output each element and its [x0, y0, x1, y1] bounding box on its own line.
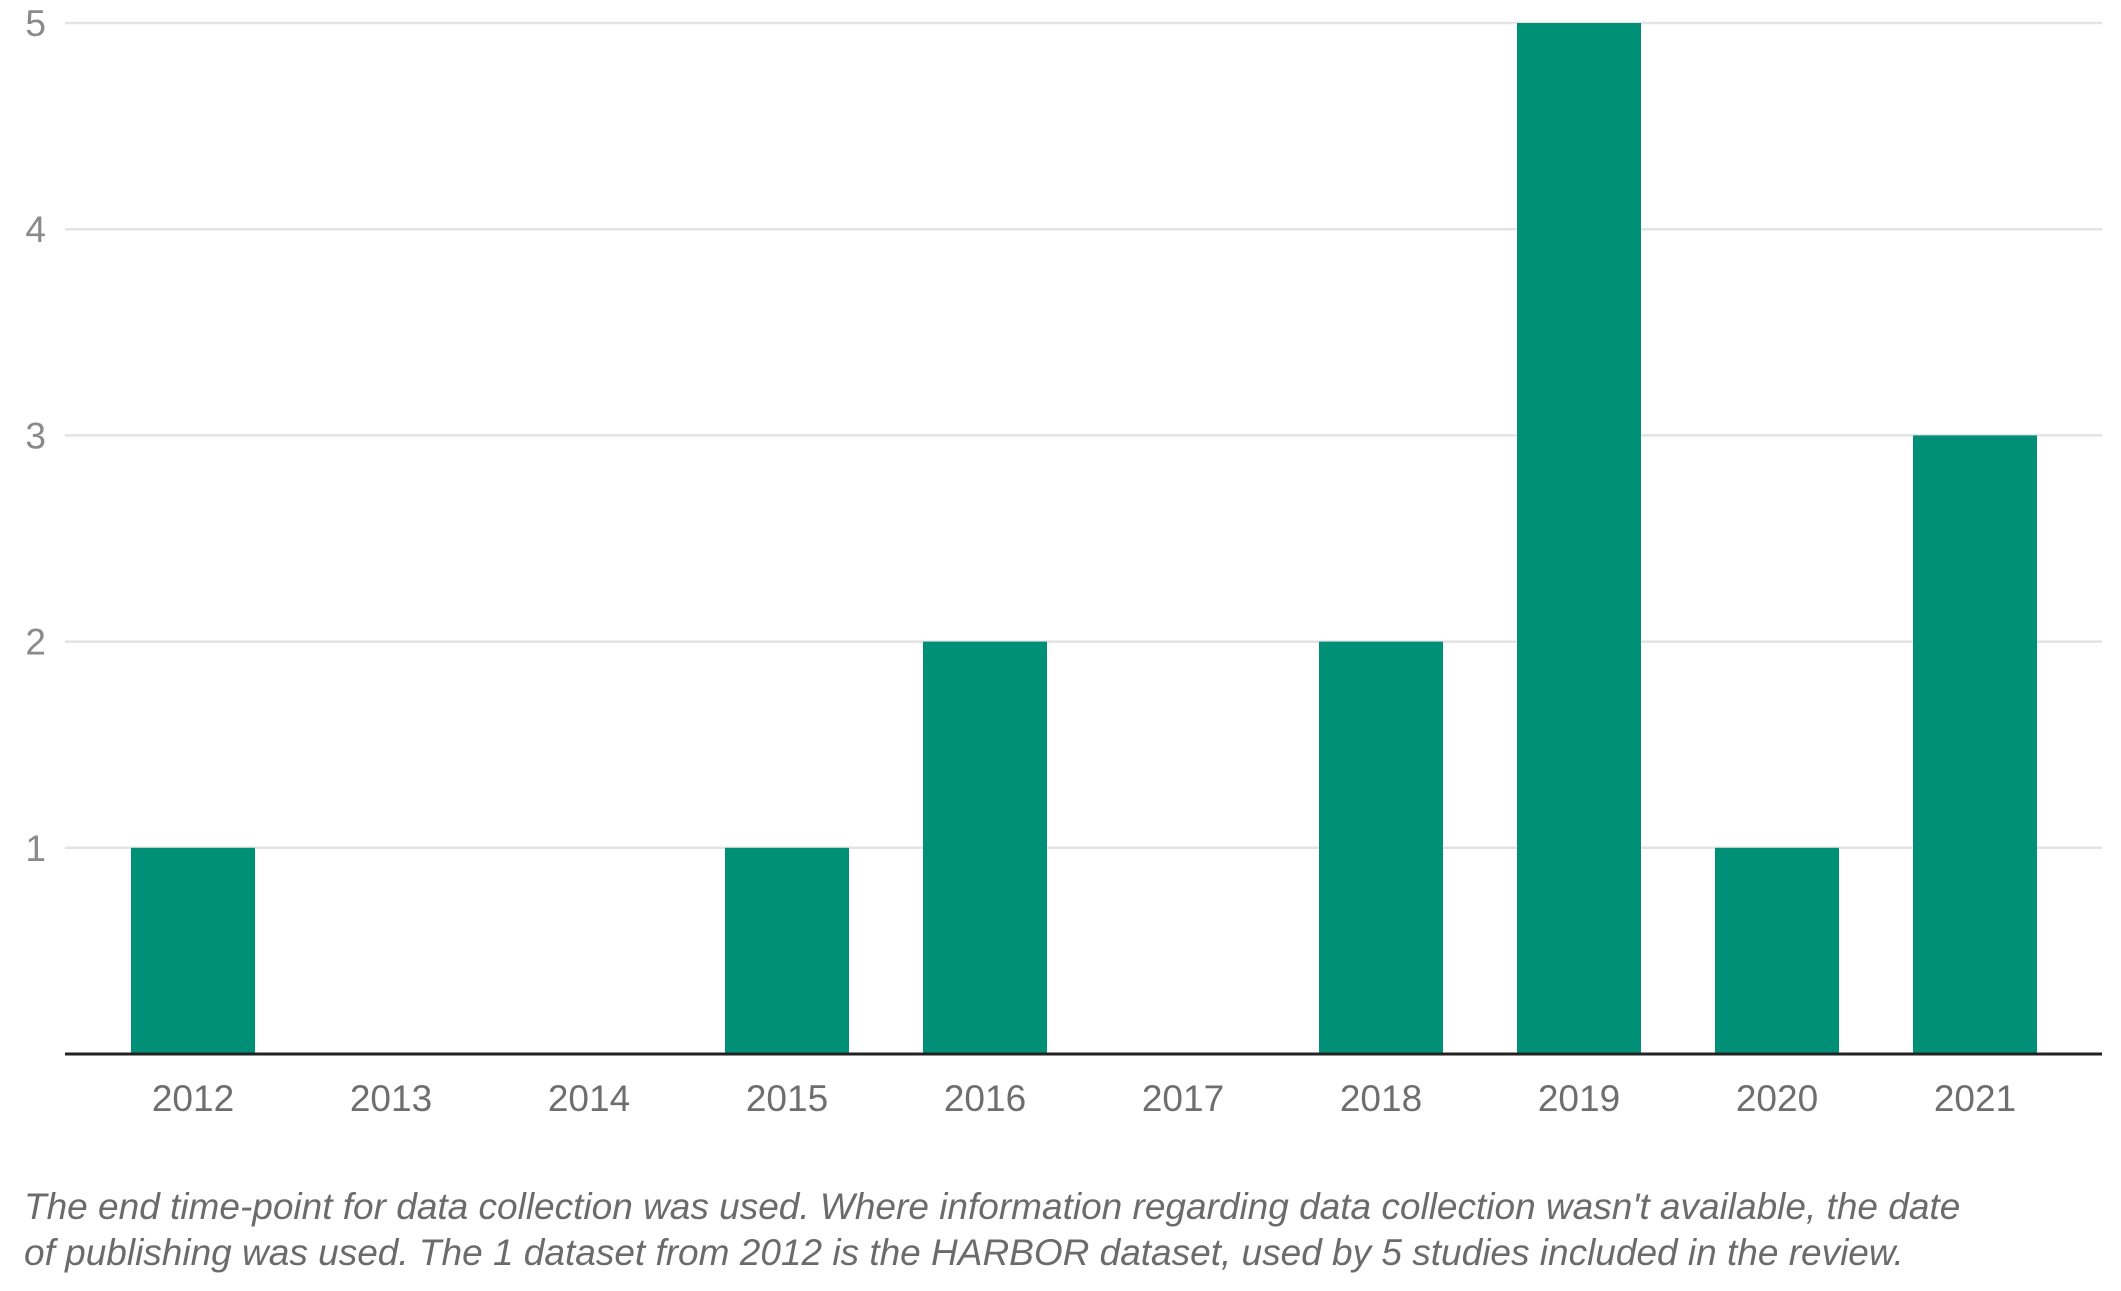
- x-tick-label: 2017: [1142, 1078, 1224, 1119]
- x-tick-label: 2014: [548, 1078, 630, 1119]
- bar-2020: [1715, 847, 1839, 1054]
- caption-line-2: of publishing was used. The 1 dataset fr…: [24, 1232, 1904, 1273]
- gridlines: [65, 21, 2102, 850]
- x-tick-label: 2019: [1538, 1078, 1620, 1119]
- y-tick-label: 1: [25, 828, 46, 869]
- x-tick-label: 2013: [350, 1078, 432, 1119]
- y-tick-label: 3: [25, 415, 46, 456]
- bar-2018: [1319, 641, 1443, 1054]
- x-tick-label: 2020: [1736, 1078, 1818, 1119]
- x-tick-label: 2016: [944, 1078, 1026, 1119]
- bar-2015: [725, 847, 849, 1054]
- y-tick-label: 5: [25, 3, 46, 44]
- bar-2016: [923, 641, 1047, 1054]
- y-tick-label: 2: [25, 622, 46, 663]
- x-tick-label: 2021: [1934, 1078, 2016, 1119]
- bar-2021: [1913, 435, 2037, 1054]
- caption-line-1: The end time-point for data collection w…: [24, 1186, 1961, 1227]
- x-tick-label: 2018: [1340, 1078, 1422, 1119]
- x-tick-label: 2015: [746, 1078, 828, 1119]
- bar-2019: [1517, 23, 1641, 1054]
- x-tick-label: 2012: [152, 1078, 234, 1119]
- y-tick-label: 4: [25, 209, 46, 250]
- x-axis-tick-labels: 2012 2013 2014 2015 2016 2017 2018 2019 2020 2021: [152, 1078, 2016, 1119]
- bar-2012: [131, 847, 255, 1054]
- y-axis-tick-labels: 1 2 3 4 5: [25, 3, 46, 869]
- chart-caption: The end time-point for data collection w…: [24, 1184, 2104, 1276]
- bars: [131, 23, 2037, 1054]
